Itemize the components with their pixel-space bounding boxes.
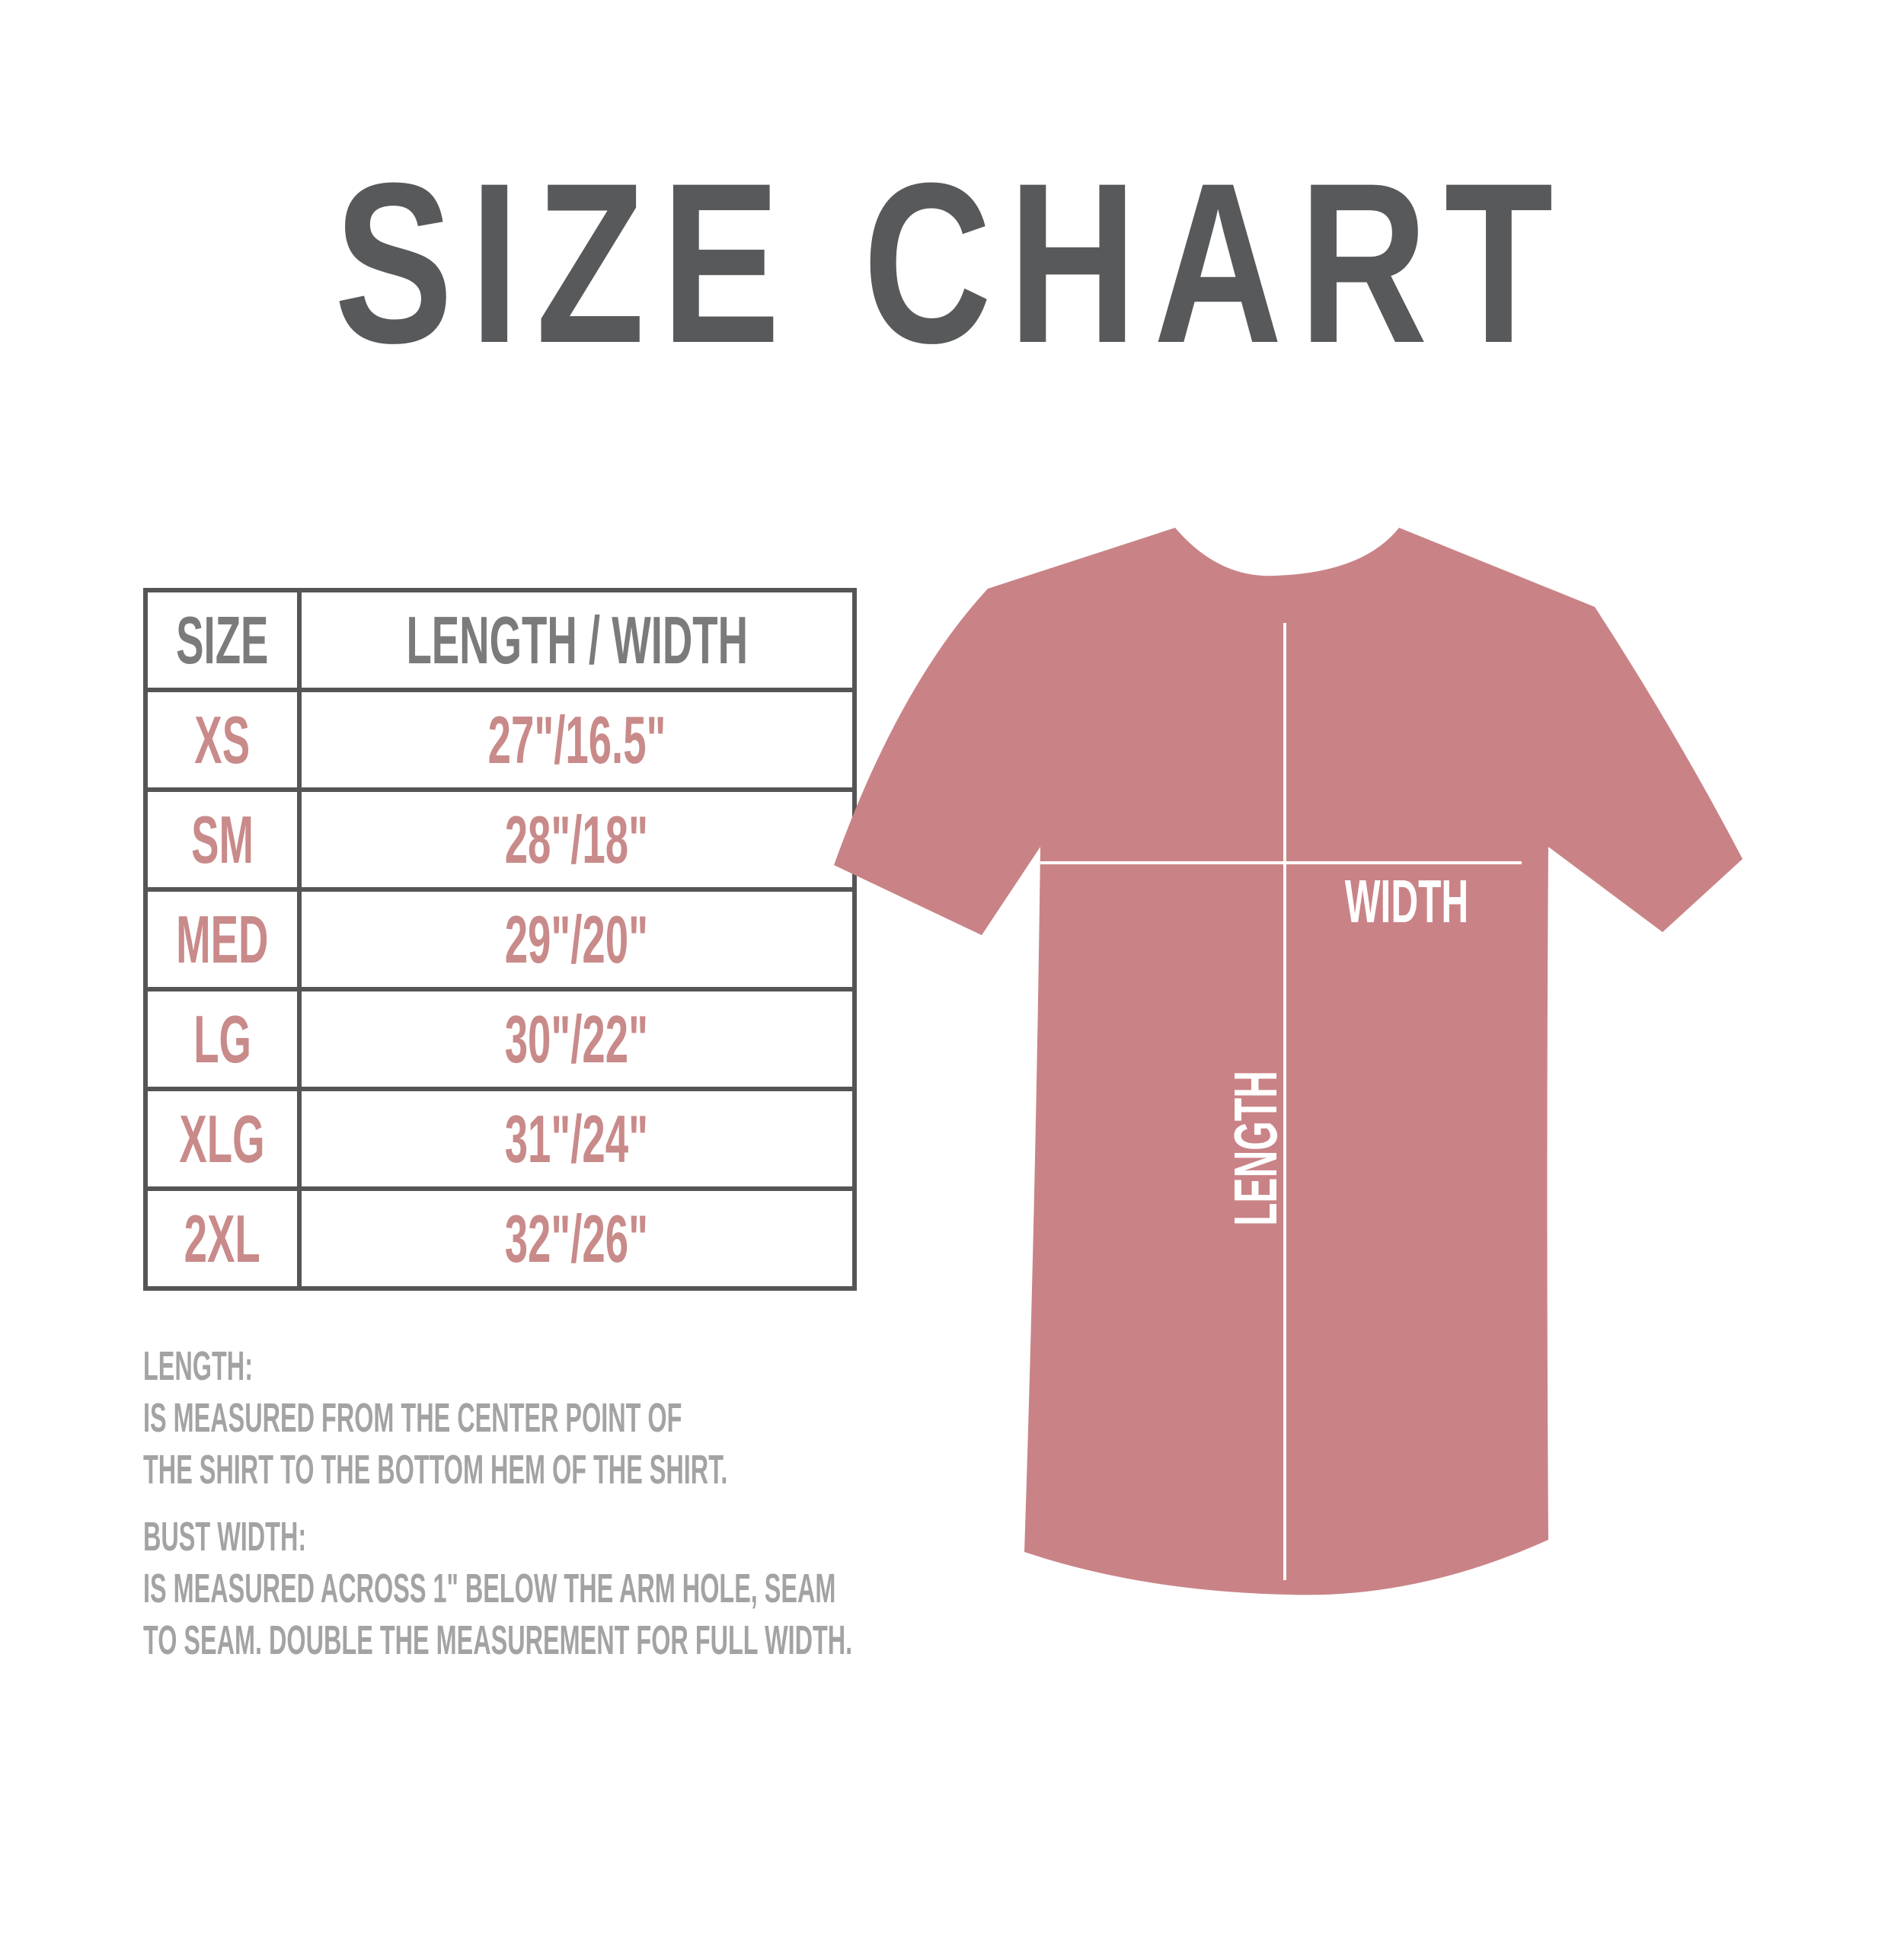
length-heading: LENGTH: (143, 1343, 253, 1389)
table-row: XS 27"/16.5" (143, 688, 858, 792)
size-cell: SM (143, 787, 302, 892)
size-table: SIZE LENGTH / WIDTH XS 27"/16.5" SM 28"/18… (143, 588, 858, 1291)
length-note: LENGTH: IS MEASURED FROM THE CENTER POIN… (143, 1340, 1325, 1496)
width-heading: BUST WIDTH: (143, 1514, 307, 1560)
table-header-row: SIZE LENGTH / WIDTH (143, 588, 858, 692)
table-row: MED 29"/20" (143, 887, 858, 991)
width-note: BUST WIDTH: IS MEASURED ACROSS 1" BELOW … (143, 1511, 1325, 1666)
width-line: TO SEAM. DOUBLE THE MEASUREMENT FOR FULL… (143, 1617, 853, 1663)
header-size: SIZE (143, 588, 302, 692)
value-cell: 30"/22" (296, 987, 858, 1091)
size-cell: 2XL (143, 1186, 302, 1291)
measurement-notes: LENGTH: IS MEASURED FROM THE CENTER POIN… (143, 1340, 1325, 1681)
length-line: IS MEASURED FROM THE CENTER POINT OF (143, 1395, 682, 1441)
table-row: SM 28"/18" (143, 787, 858, 892)
value-cell: 28"/18" (296, 787, 858, 892)
table-row: LG 30"/22" (143, 987, 858, 1091)
table-row: 2XL 32"/26" (143, 1186, 858, 1291)
width-label: WIDTH (1345, 868, 1469, 936)
size-cell: MED (143, 887, 302, 991)
length-label: LENGTH (1222, 1071, 1290, 1226)
tshirt-image (834, 528, 1743, 1595)
value-cell: 32"/26" (296, 1186, 858, 1291)
table-row: XLG 31"/24" (143, 1087, 858, 1191)
width-line: IS MEASURED ACROSS 1" BELOW THE ARM HOLE… (143, 1566, 836, 1611)
length-line: THE SHIRT TO THE BOTTOM HEM OF THE SHIRT… (143, 1447, 728, 1493)
value-cell: 27"/16.5" (296, 688, 858, 792)
size-cell: XLG (143, 1087, 302, 1191)
value-cell: 31"/24" (296, 1087, 858, 1191)
size-cell: LG (143, 987, 302, 1091)
value-cell: 29"/20" (296, 887, 858, 991)
size-cell: XS (143, 688, 302, 792)
header-length-width: LENGTH / WIDTH (296, 588, 858, 692)
page-title: SIZE CHART (334, 135, 1570, 391)
